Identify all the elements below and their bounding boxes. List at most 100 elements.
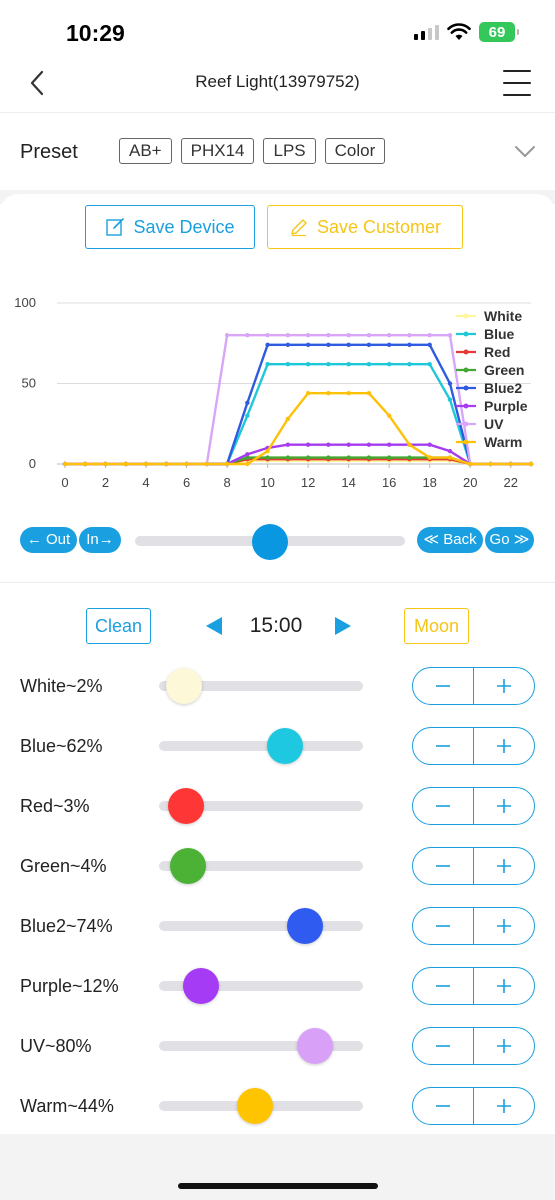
timeline-slider-thumb[interactable] [252,524,288,560]
data-point [83,461,88,467]
battery-icon: 69 [479,22,519,42]
triangle-right-icon[interactable] [331,614,355,638]
decrease-button[interactable] [413,1088,474,1124]
channel-slider-thumb[interactable] [287,908,324,944]
x-tick-label: 6 [183,475,190,490]
decrease-button[interactable] [413,908,474,944]
increase-button[interactable] [474,1028,534,1064]
x-tick-label: 10 [260,475,274,490]
clean-button[interactable]: Clean [86,608,151,644]
x-tick-label: 16 [382,475,396,490]
save-customer-label: Save Customer [316,216,442,237]
data-point [143,461,149,467]
legend-entry: Red [484,344,510,360]
minus-icon [436,805,450,807]
zoom-out-button[interactable]: ← Out [20,527,77,553]
preset-chip[interactable]: PHX14 [180,138,255,164]
x-tick-label: 14 [341,475,355,490]
data-point [407,455,412,460]
channel-slider-track[interactable] [159,681,363,691]
channel-row-white: White~2% [0,656,555,716]
decrease-button[interactable] [413,728,474,764]
battery-level: 69 [488,23,506,41]
increase-button[interactable] [474,1088,534,1124]
data-point [305,333,311,338]
minus-icon [436,985,450,987]
channel-slider-track[interactable] [159,741,363,751]
data-point [245,455,250,460]
data-point [346,361,351,367]
legend-entry: Green [484,362,524,378]
increase-button[interactable] [474,908,534,944]
data-point [285,342,291,348]
data-point [285,442,291,447]
data-point [447,448,453,454]
triangle-left-icon[interactable] [202,614,226,638]
decrease-button[interactable] [413,788,474,824]
legend-swatch-dot [463,367,469,373]
channel-stepper [412,727,535,765]
save-customer-button[interactable]: Save Customer [267,205,463,249]
x-tick-label: 18 [422,475,436,490]
moon-button[interactable]: Moon [404,608,469,644]
preset-label: Preset [20,141,78,163]
increase-button[interactable] [474,728,534,764]
decrease-button[interactable] [413,848,474,884]
channel-slider-thumb[interactable] [297,1028,334,1064]
data-point [305,390,311,396]
data-point [427,455,432,460]
decrease-button[interactable] [413,1028,474,1064]
data-point [366,442,372,447]
data-point [386,333,392,338]
data-point [386,413,392,418]
increase-button[interactable] [474,788,534,824]
data-point [326,342,331,348]
increase-button[interactable] [474,968,534,1004]
data-point [407,442,412,447]
go-step-button[interactable]: Go ≫ [485,527,534,553]
decrease-button[interactable] [413,968,474,1004]
back-step-button[interactable]: ≪ Back [417,527,483,553]
back-button[interactable] [22,66,52,100]
minus-icon [436,745,450,747]
preset-chip[interactable]: Color [324,138,386,164]
zoom-in-button[interactable]: In→ [79,527,121,553]
pencil-icon [291,219,307,237]
save-device-button[interactable]: Save Device [85,205,255,249]
data-point [366,342,372,348]
channel-slider-track[interactable] [159,1041,363,1051]
increase-button[interactable] [474,848,534,884]
channel-slider-thumb[interactable] [169,848,206,884]
channel-row-blue: Blue~62% [0,716,555,776]
preset-options: AB+ PHX14 LPS Color [119,138,386,164]
data-point [285,333,291,338]
channel-slider-thumb[interactable] [183,968,220,1004]
channel-slider-track[interactable] [159,861,363,871]
preset-chip[interactable]: AB+ [119,138,172,164]
channel-slider-thumb[interactable] [168,788,205,824]
data-point [366,390,372,396]
home-indicator[interactable] [178,1183,378,1189]
menu-button[interactable] [503,70,531,96]
channel-slider-track[interactable] [159,981,363,991]
decrease-button[interactable] [413,668,474,704]
data-point [386,342,392,348]
channel-slider-track[interactable] [159,921,363,931]
channel-slider-thumb[interactable] [236,1088,273,1124]
legend-swatch-dot [463,421,469,427]
channel-label: Blue~62% [20,736,103,756]
chevron-down-icon[interactable] [513,139,537,163]
preset-chip[interactable]: LPS [263,138,316,164]
channel-slider-thumb[interactable] [166,668,203,704]
legend-entry: UV [484,416,504,432]
increase-button[interactable] [474,668,534,704]
data-point [265,342,270,348]
channel-stepper [412,1087,535,1125]
wifi-icon [447,23,471,40]
channel-slider-thumb[interactable] [267,728,304,764]
minus-icon [436,1105,450,1107]
data-point [224,333,230,338]
channel-slider-track[interactable] [159,801,363,811]
data-point [245,333,250,338]
data-point [366,333,372,338]
